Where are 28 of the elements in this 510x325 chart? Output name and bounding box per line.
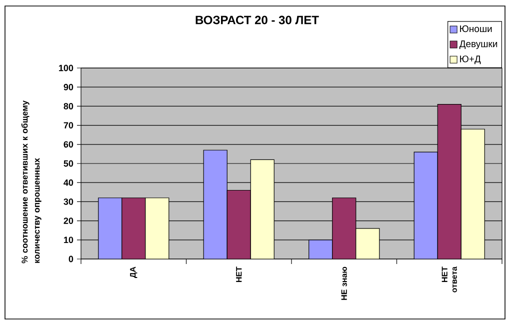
x-tick-label: ДА (130, 266, 138, 278)
y-tick-label: 10 (64, 236, 74, 244)
bar (203, 150, 228, 259)
chart-title: ВОЗРАСТ 20 - 30 ЛЕТ (196, 16, 319, 24)
bar (145, 198, 170, 259)
x-tick-label: НЕТ (236, 266, 242, 282)
y-tick-label: 0 (68, 256, 74, 262)
bar (414, 152, 438, 259)
y-tick-label: 40 (64, 179, 74, 186)
y-tick-label: 20 (64, 218, 74, 224)
bar (250, 159, 274, 259)
y-axis-title: % соотношение ответивших к общему количеству опрошенных (21, 100, 42, 264)
y-tick-label: 100 (59, 64, 74, 72)
legend-label: Девушки (459, 40, 498, 50)
x-tick-label: НЕ знаю (341, 266, 347, 300)
y-tick-label: 70 (64, 122, 74, 128)
bar (460, 128, 485, 259)
legend-label: Ю+Д (460, 56, 481, 64)
y-tick-label: 90 (64, 84, 74, 90)
legend-label: Юноши (460, 25, 492, 32)
bar (356, 228, 380, 259)
y-tick-label: 50 (64, 160, 74, 167)
y-tick-label: 60 (64, 141, 74, 148)
y-tick-label: 80 (64, 103, 74, 110)
bar (98, 198, 122, 259)
bar (308, 240, 333, 259)
x-tick-label: НЕТ ответа (442, 266, 457, 292)
y-tick-label: 30 (64, 198, 74, 205)
